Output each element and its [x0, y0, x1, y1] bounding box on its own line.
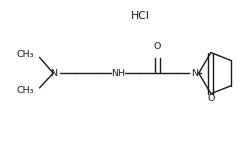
Text: HCl: HCl: [130, 11, 149, 21]
Text: N: N: [50, 69, 56, 78]
Text: O: O: [153, 42, 160, 51]
Text: NH: NH: [111, 69, 125, 78]
Text: CH₃: CH₃: [16, 86, 34, 95]
Text: O: O: [206, 94, 214, 103]
Text: N: N: [190, 69, 198, 78]
Text: CH₃: CH₃: [16, 50, 34, 59]
